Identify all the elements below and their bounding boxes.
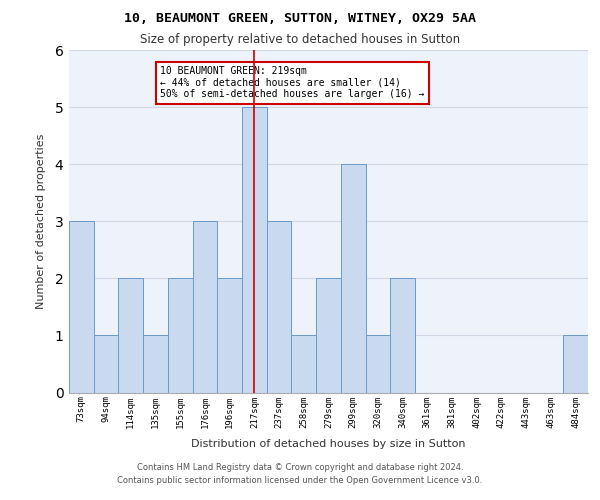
Y-axis label: Number of detached properties: Number of detached properties: [36, 134, 46, 309]
Text: 10 BEAUMONT GREEN: 219sqm
← 44% of detached houses are smaller (14)
50% of semi-: 10 BEAUMONT GREEN: 219sqm ← 44% of detac…: [160, 66, 425, 99]
Bar: [292, 336, 316, 392]
Bar: [118, 278, 143, 392]
Bar: [193, 221, 217, 392]
Bar: [563, 336, 588, 392]
Bar: [267, 221, 292, 392]
Text: Contains public sector information licensed under the Open Government Licence v3: Contains public sector information licen…: [118, 476, 482, 485]
Bar: [143, 336, 168, 392]
Bar: [341, 164, 365, 392]
Bar: [168, 278, 193, 392]
Text: Size of property relative to detached houses in Sutton: Size of property relative to detached ho…: [140, 32, 460, 46]
Text: Contains HM Land Registry data © Crown copyright and database right 2024.: Contains HM Land Registry data © Crown c…: [137, 464, 463, 472]
Bar: [94, 336, 118, 392]
Bar: [365, 336, 390, 392]
Bar: [316, 278, 341, 392]
Text: 10, BEAUMONT GREEN, SUTTON, WITNEY, OX29 5AA: 10, BEAUMONT GREEN, SUTTON, WITNEY, OX29…: [124, 12, 476, 26]
Bar: [217, 278, 242, 392]
Bar: [69, 221, 94, 392]
Bar: [242, 107, 267, 393]
X-axis label: Distribution of detached houses by size in Sutton: Distribution of detached houses by size …: [191, 438, 466, 448]
Bar: [390, 278, 415, 392]
